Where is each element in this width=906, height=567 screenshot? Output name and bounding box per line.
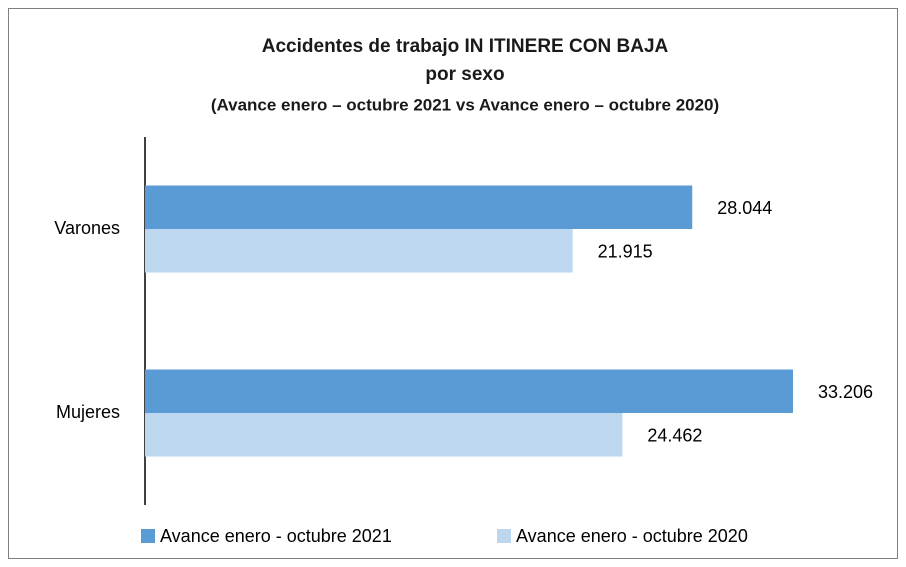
legend-swatch bbox=[141, 529, 155, 543]
data-label: 21.915 bbox=[598, 242, 653, 262]
chart-subtitle: (Avance enero – octubre 2021 vs Avance e… bbox=[211, 95, 719, 114]
chart-border bbox=[8, 8, 898, 559]
chart-title: Accidentes de trabajo IN ITINERE CON BAJ… bbox=[262, 36, 669, 57]
bar bbox=[145, 369, 793, 413]
category-label: Varones bbox=[54, 218, 120, 238]
bar bbox=[145, 229, 573, 273]
category-label: Mujeres bbox=[56, 402, 120, 422]
bar bbox=[145, 413, 623, 457]
chart-title: por sexo bbox=[425, 64, 504, 85]
legend-swatch bbox=[497, 529, 511, 543]
legend-label: Avance enero - octubre 2021 bbox=[160, 526, 392, 546]
data-label: 33.206 bbox=[818, 382, 873, 402]
data-label: 24.462 bbox=[647, 426, 702, 446]
data-label: 28.044 bbox=[717, 198, 772, 218]
legend-label: Avance enero - octubre 2020 bbox=[516, 526, 748, 546]
bar bbox=[145, 185, 693, 229]
